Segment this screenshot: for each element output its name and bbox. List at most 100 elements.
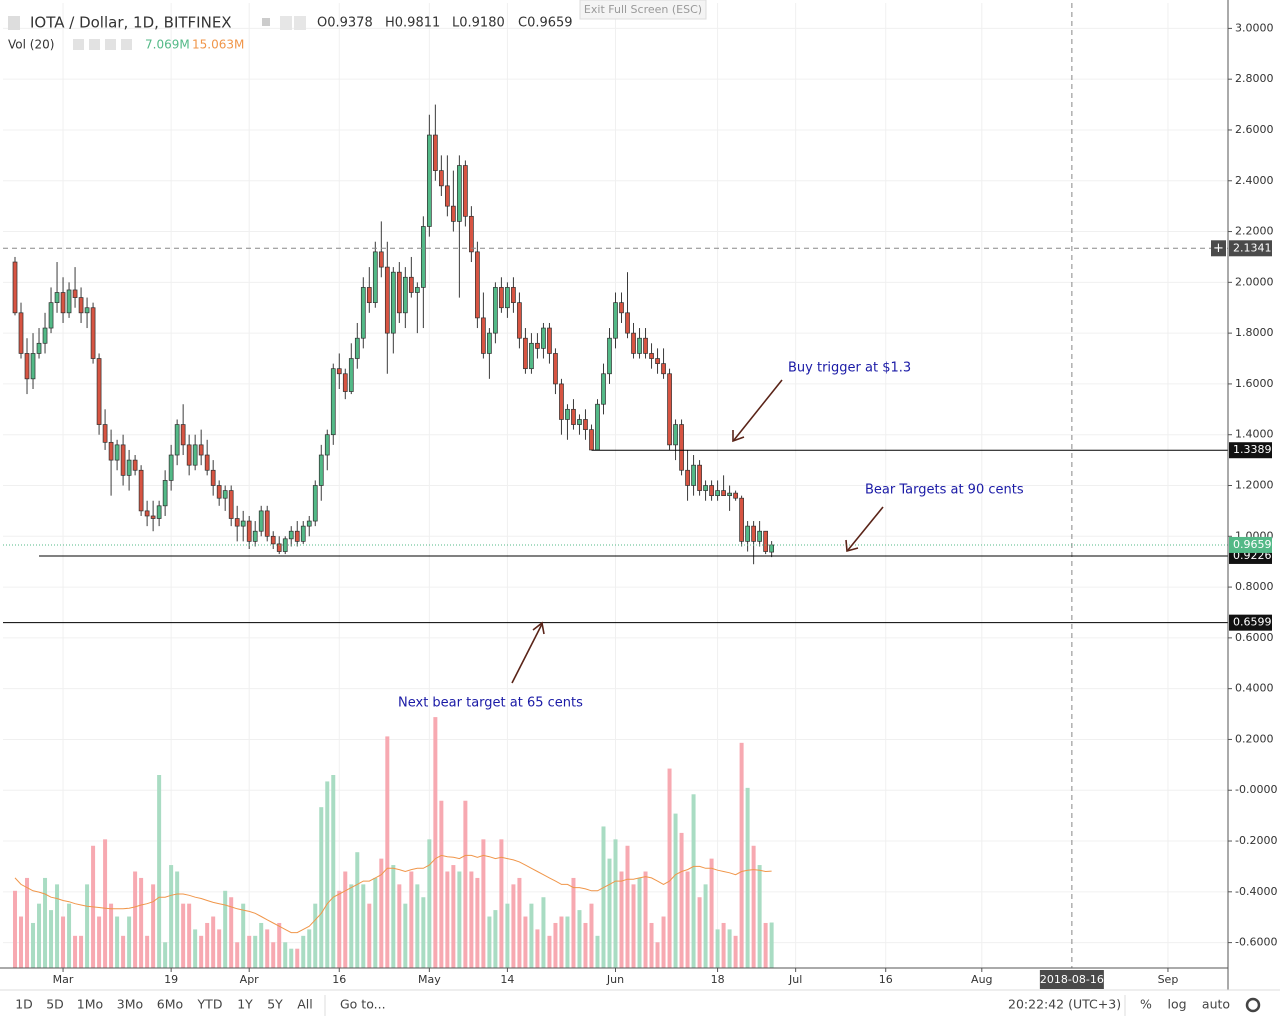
candle-body bbox=[751, 525, 756, 542]
volume-bar bbox=[529, 903, 534, 968]
add-level-button[interactable] bbox=[1211, 240, 1226, 257]
volume-bar bbox=[235, 942, 240, 968]
exit-fullscreen-button[interactable] bbox=[579, 0, 707, 20]
range-button[interactable]: YTD bbox=[197, 997, 223, 1012]
scale-option[interactable]: auto bbox=[1202, 997, 1230, 1012]
volume-bar bbox=[523, 916, 528, 968]
candle-body bbox=[499, 287, 504, 309]
candle-body bbox=[24, 353, 30, 380]
volume-bar bbox=[469, 871, 474, 968]
volume-bar bbox=[223, 890, 228, 968]
volume-bar bbox=[349, 884, 354, 968]
price-tag-label: 1.3389 bbox=[1233, 443, 1272, 456]
ohlc-value: H0.9811 bbox=[385, 16, 440, 31]
icon[interactable] bbox=[262, 18, 270, 26]
candle-body bbox=[186, 444, 192, 466]
annotation: Bear Targets at 90 cents bbox=[865, 483, 1024, 498]
scale-option[interactable]: % bbox=[1140, 997, 1152, 1012]
candle-body bbox=[769, 544, 774, 553]
candle-body bbox=[204, 454, 210, 471]
volume-bar bbox=[649, 922, 654, 968]
candle-body bbox=[733, 492, 738, 499]
volume-bar bbox=[721, 922, 726, 968]
y-tick-label: 1.8000 bbox=[1235, 326, 1274, 339]
candle-body bbox=[348, 358, 354, 392]
candle-body bbox=[90, 307, 96, 359]
candle-body bbox=[559, 383, 564, 420]
x-tick-label: Jul bbox=[788, 973, 802, 986]
range-button[interactable]: 1Y bbox=[237, 997, 253, 1012]
icon[interactable] bbox=[8, 16, 20, 30]
crosshair-tag bbox=[1039, 970, 1104, 989]
arrow bbox=[511, 623, 543, 684]
volume-bar bbox=[79, 935, 84, 968]
y-tick-label: -0.2000 bbox=[1235, 834, 1277, 847]
range-button[interactable]: 1D bbox=[15, 997, 33, 1012]
volume-bar bbox=[643, 871, 648, 968]
volume-bar bbox=[703, 884, 708, 968]
candle-body bbox=[264, 510, 270, 537]
volume-bar bbox=[253, 935, 258, 968]
candle-body bbox=[523, 337, 528, 370]
candle-body bbox=[420, 226, 426, 288]
settings-button[interactable] bbox=[1245, 997, 1261, 1013]
volume-bar bbox=[109, 903, 114, 968]
range-button[interactable]: 3Mo bbox=[117, 997, 143, 1012]
x-tick-label: 16 bbox=[332, 973, 346, 986]
volume-bar bbox=[715, 929, 720, 968]
volume-bar bbox=[373, 877, 378, 968]
volume-bar bbox=[181, 903, 186, 968]
icon[interactable] bbox=[121, 39, 132, 50]
range-button[interactable]: 6Mo bbox=[157, 997, 183, 1012]
icon[interactable] bbox=[280, 16, 292, 30]
volume-bar bbox=[535, 929, 540, 968]
icon[interactable] bbox=[294, 16, 306, 30]
volume-bar bbox=[553, 922, 558, 968]
candle-body bbox=[60, 292, 66, 314]
indicator-name: Vol (20) bbox=[8, 38, 54, 52]
range-button[interactable]: 1Mo bbox=[77, 997, 103, 1012]
candle-body bbox=[366, 287, 372, 304]
candle-body bbox=[487, 332, 492, 354]
clock[interactable]: 20:22:42 (UTC+3) bbox=[1008, 997, 1121, 1012]
y-tick-label: 1.6000 bbox=[1235, 377, 1274, 390]
volume-pane bbox=[13, 717, 774, 968]
candle-body bbox=[216, 485, 222, 499]
candle-body bbox=[144, 510, 150, 517]
volume-bar bbox=[289, 948, 294, 968]
candle-body bbox=[390, 271, 396, 334]
candle-body bbox=[276, 543, 282, 552]
scale-option[interactable]: log bbox=[1167, 997, 1186, 1012]
volume-bar bbox=[541, 897, 546, 968]
range-button[interactable]: 5Y bbox=[267, 997, 283, 1012]
candle-body bbox=[529, 342, 534, 370]
icon[interactable] bbox=[105, 39, 116, 50]
candle-body bbox=[607, 337, 612, 375]
goto-button[interactable]: Go to... bbox=[340, 997, 386, 1012]
volume-bar bbox=[169, 865, 174, 968]
volume-bar bbox=[613, 839, 618, 968]
icon[interactable] bbox=[73, 39, 84, 50]
range-button[interactable]: All bbox=[297, 997, 313, 1012]
candle-body bbox=[102, 424, 108, 443]
volume-bar bbox=[685, 871, 690, 968]
exit-fullscreen-label: Exit Full Screen (ESC) bbox=[584, 3, 702, 16]
volume-bar bbox=[451, 865, 456, 968]
range-button[interactable]: 5D bbox=[46, 997, 64, 1012]
arrow-head bbox=[845, 539, 859, 553]
candle-body bbox=[48, 302, 54, 329]
y-tick-label: 2.8000 bbox=[1235, 72, 1274, 85]
candle-body bbox=[12, 261, 18, 314]
candle-body bbox=[757, 530, 762, 542]
annotation: Buy trigger at $1.3 bbox=[788, 361, 911, 376]
candle-body bbox=[384, 266, 390, 334]
candle-body bbox=[108, 441, 114, 461]
volume-bar bbox=[517, 877, 522, 968]
candle-body bbox=[150, 515, 156, 519]
volume-bar bbox=[595, 935, 600, 968]
volume-bar bbox=[97, 916, 102, 968]
icon[interactable] bbox=[89, 39, 100, 50]
y-tick-label: 1.4000 bbox=[1235, 428, 1274, 441]
volume-bar bbox=[133, 871, 138, 968]
candle-body bbox=[336, 368, 342, 375]
